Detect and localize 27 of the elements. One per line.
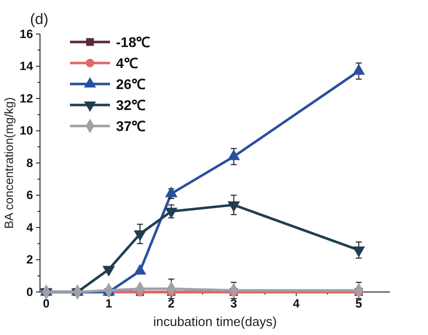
y-tick-label: 8 [26, 156, 34, 170]
point [228, 150, 240, 160]
point [352, 64, 365, 75]
legend-label: -18℃ [116, 34, 150, 50]
x-tick-label: 5 [355, 296, 362, 311]
x-tick-label: 1 [105, 296, 112, 311]
x-tick-label: 3 [230, 296, 238, 311]
legend-label: 26℃ [116, 76, 146, 92]
y-axis-title: BA concentration(mg/kg) [2, 97, 16, 229]
y-tick-label: 4 [26, 220, 34, 234]
y-tick-label: 14 [20, 59, 34, 74]
y-tick-label: 6 [26, 188, 34, 202]
legend-label: 32℃ [116, 97, 146, 113]
x-tick-label: 4 [292, 296, 300, 311]
point [134, 264, 146, 275]
text: (d) [30, 11, 48, 28]
y-tick-label: 16 [20, 26, 34, 41]
point [165, 186, 178, 198]
x-tick-label: 0 [42, 296, 50, 311]
y-tick-label: 10 [20, 124, 34, 138]
x-tick-label: 2 [168, 296, 175, 311]
legend-label: 37℃ [116, 118, 146, 134]
y-tick-label: 0 [26, 284, 34, 299]
y-tick-label: 12 [20, 91, 34, 106]
y-tick-label: 2 [26, 252, 34, 267]
x-axis-title: incubation time(days) [153, 314, 277, 329]
legend-label: 4℃ [116, 55, 138, 71]
